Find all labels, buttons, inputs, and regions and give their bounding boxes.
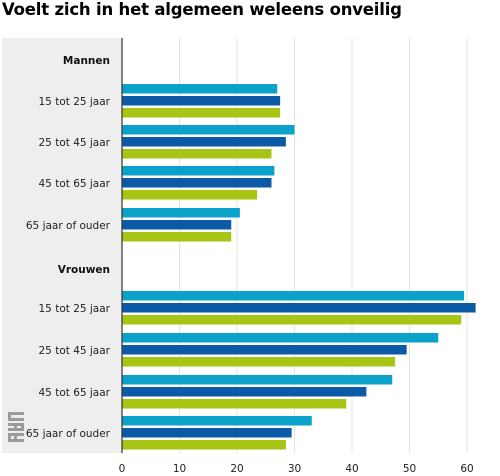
bar — [122, 303, 476, 313]
bar — [122, 208, 240, 218]
bar — [122, 220, 232, 230]
bar — [122, 178, 272, 188]
cbs-logo-icon — [8, 412, 24, 442]
category-label: 45 tot 65 jaar — [39, 387, 111, 399]
bar — [122, 416, 312, 426]
bar — [122, 149, 272, 159]
bar — [122, 166, 275, 176]
category-label: 65 jaar of ouder — [26, 428, 111, 440]
bar — [122, 190, 258, 200]
bar — [122, 84, 278, 94]
bar — [122, 399, 347, 409]
bar — [122, 387, 367, 397]
category-label: 15 tot 25 jaar — [39, 96, 111, 108]
bar — [122, 333, 439, 343]
bar — [122, 291, 465, 301]
bar — [122, 108, 281, 118]
bar — [122, 375, 393, 385]
x-tick-label: 40 — [345, 463, 358, 475]
bar — [122, 440, 286, 450]
x-tick-label: 0 — [119, 463, 126, 475]
bar — [122, 137, 286, 147]
group-heading: Mannen — [63, 55, 110, 67]
category-label: 65 jaar of ouder — [26, 220, 111, 232]
bar — [122, 125, 295, 135]
category-label: 15 tot 25 jaar — [39, 303, 111, 315]
chart-title: Voelt zich in het algemeen weleens onvei… — [2, 0, 402, 19]
bar — [122, 428, 292, 438]
bar — [122, 315, 462, 325]
bar — [122, 232, 232, 242]
group-heading: Vrouwen — [58, 264, 110, 276]
bar — [122, 345, 407, 355]
x-tick-label: 20 — [230, 463, 243, 475]
bar — [122, 357, 396, 367]
bar — [122, 96, 281, 106]
category-label: 25 tot 45 jaar — [39, 345, 111, 357]
category-label: 25 tot 45 jaar — [39, 137, 111, 149]
x-tick-label: 50 — [403, 463, 416, 475]
category-label: 45 tot 65 jaar — [39, 178, 111, 190]
x-tick-label: 60 — [460, 463, 473, 475]
label-panel — [2, 38, 122, 453]
x-tick-label: 10 — [173, 463, 186, 475]
x-tick-label: 30 — [288, 463, 301, 475]
